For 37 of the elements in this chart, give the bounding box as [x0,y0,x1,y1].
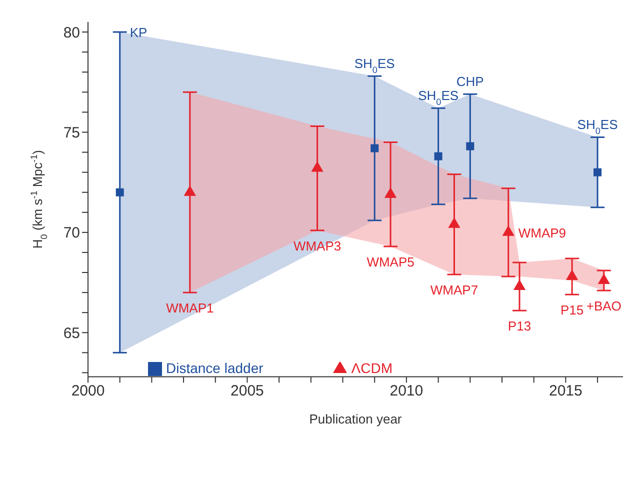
point [434,152,442,160]
point [594,168,602,176]
point [311,161,324,172]
point [370,144,379,152]
point [598,273,610,284]
y-tick-label: 80 [63,24,80,42]
annotation: CHP [456,74,484,90]
annotation: WMAP5 [366,254,414,270]
y-tick-label: 70 [63,224,80,242]
x-tick-label: 2010 [390,382,424,400]
annotation: WMAP1 [166,300,214,316]
y-tick-label: 75 [63,124,80,142]
annotation: SH$_{0}$ES [418,88,459,108]
point [384,187,397,198]
annotation: SH$_{0}$ES [354,56,396,76]
annotation: P15 [560,302,584,318]
point [513,280,526,290]
x-axis-title: Publication year [309,412,402,427]
x-tick-label: 2015 [548,382,582,400]
point [566,269,578,280]
point [184,185,196,196]
x-tick-label: 2000 [71,382,105,400]
x-tick-label: 2005 [230,382,264,400]
point [448,217,460,228]
annotation: WMAP3 [293,238,342,254]
legend-label: Distance ladder [166,360,264,376]
y-tick-label: 65 [63,324,80,342]
point [116,188,124,196]
annotation: SH$_{0}$ES [577,117,618,136]
point [466,142,474,150]
annotation: +BAO [586,298,622,314]
annotation: WMAP9 [518,225,566,240]
annotation: P13 [508,318,532,334]
point [502,225,514,236]
legend-label: ΛCDM [351,360,393,376]
annotation: WMAP7 [430,282,478,298]
annotation: KP [130,25,148,40]
